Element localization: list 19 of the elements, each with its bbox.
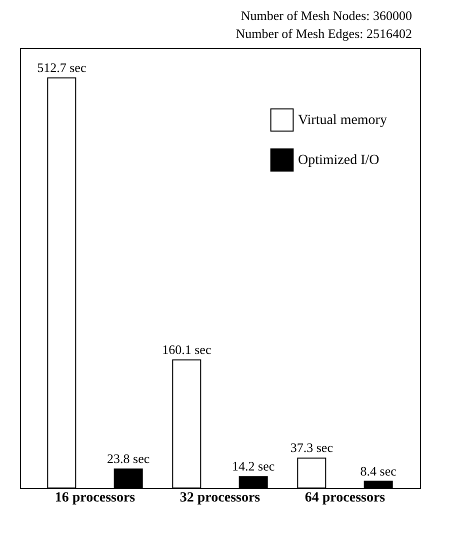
data-label: 8.4 sec	[360, 463, 397, 478]
text: Number of Mesh Nodes: 360000	[240, 8, 412, 23]
x-tick-label: 64 processors	[304, 490, 386, 506]
bar	[114, 468, 143, 488]
legend-label: Virtual memory	[298, 113, 387, 128]
data-label: 23.8 sec	[107, 450, 150, 466]
bar	[364, 480, 393, 488]
text: Number of Mesh Edges: 2516402	[236, 26, 412, 41]
x-tick-label: 16 processors	[54, 490, 136, 506]
bar	[238, 476, 268, 488]
x-tick-label: 32 processors	[180, 490, 261, 506]
data-label: 512.7 sec	[37, 60, 86, 75]
bar	[297, 458, 326, 488]
bar	[172, 359, 202, 488]
data-label: 37.3 sec	[290, 440, 334, 456]
legend-label: Optimized I/O	[298, 153, 380, 168]
data-label: 160.1 sec	[162, 342, 212, 357]
bar	[47, 77, 76, 488]
data-label: 14.2 sec	[232, 458, 275, 474]
